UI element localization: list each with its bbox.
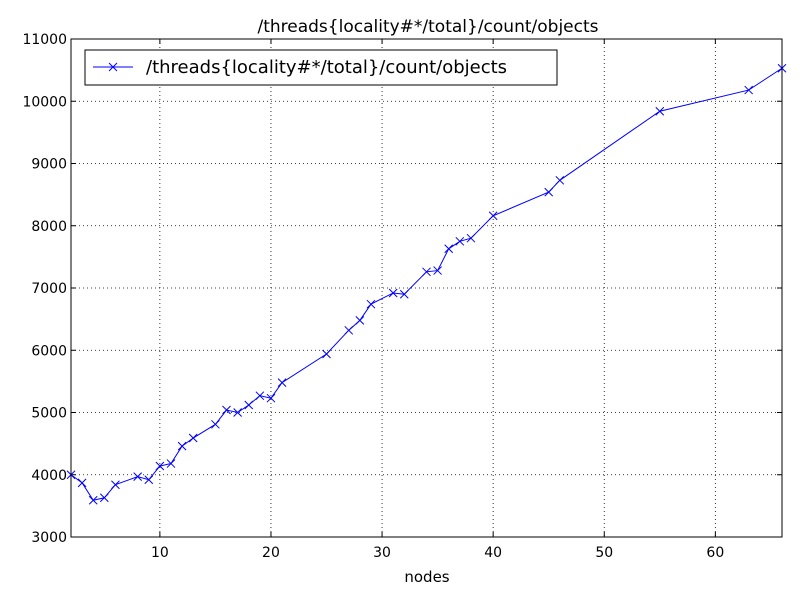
data-point-marker xyxy=(211,419,220,429)
data-point-marker xyxy=(355,316,365,325)
data-point-marker xyxy=(166,459,176,468)
grid-lines xyxy=(71,38,782,538)
y-tick-label: 8000 xyxy=(31,219,67,235)
x-tick-label: 20 xyxy=(262,545,280,561)
data-point-marker xyxy=(244,400,254,410)
data-point-marker xyxy=(422,267,431,277)
plot-series xyxy=(66,63,787,505)
data-point-marker xyxy=(233,408,242,417)
legend: /threads{locality#*/total}/count/objects xyxy=(84,49,558,86)
data-point-marker xyxy=(488,211,498,221)
chart-title: /threads{locality#*/total}/count/objects xyxy=(257,17,598,37)
axis-ticks: 10 20 30 40 50 60 3000 4000 5000 6000 7000 8000 9000… xyxy=(22,32,782,561)
data-point-marker xyxy=(466,233,476,243)
y-tick-label: 7000 xyxy=(31,281,67,297)
y-tick-label: 10000 xyxy=(22,94,67,110)
data-point-marker xyxy=(88,495,98,505)
data-point-marker xyxy=(344,325,354,335)
data-point-marker xyxy=(77,478,87,488)
data-point-marker xyxy=(455,236,465,246)
data-point-marker xyxy=(255,391,265,401)
data-point-marker xyxy=(144,475,154,485)
plot-frame xyxy=(70,38,783,538)
data-point-marker xyxy=(555,175,565,185)
x-axis-label: nodes xyxy=(404,568,449,586)
data-point-marker xyxy=(444,244,454,254)
data-point-marker xyxy=(222,405,231,415)
data-point-marker xyxy=(188,433,198,443)
legend-box xyxy=(84,49,558,86)
y-tick-label: 5000 xyxy=(31,406,67,422)
data-point-marker xyxy=(399,289,409,299)
data-point-marker xyxy=(277,378,287,387)
data-point-marker xyxy=(155,461,165,471)
y-tick-label: 6000 xyxy=(31,343,67,359)
y-tick-label: 4000 xyxy=(31,468,67,484)
data-point-marker xyxy=(133,472,143,481)
x-tick-label: 40 xyxy=(484,545,502,561)
x-tick-label: 30 xyxy=(373,545,391,561)
x-tick-label: 60 xyxy=(706,545,724,561)
data-point-marker xyxy=(266,393,276,403)
data-point-marker xyxy=(177,441,187,451)
x-tick-label: 50 xyxy=(595,545,613,561)
data-point-marker xyxy=(744,85,754,95)
y-tick-label: 3000 xyxy=(31,530,67,546)
y-tick-label: 11000 xyxy=(22,32,67,48)
data-point-marker xyxy=(111,480,120,490)
data-point-marker xyxy=(544,187,554,197)
data-point-marker xyxy=(322,349,331,359)
x-tick-label: 10 xyxy=(151,545,169,561)
data-point-marker xyxy=(655,106,665,116)
data-point-marker xyxy=(388,288,398,298)
legend-marker-x xyxy=(108,62,118,72)
data-point-marker xyxy=(433,266,442,275)
y-tick-label: 9000 xyxy=(31,157,67,173)
data-point-marker xyxy=(99,493,109,503)
legend-label: /threads{locality#*/total}/count/objects xyxy=(146,57,507,78)
data-point-marker xyxy=(366,299,376,309)
series-line xyxy=(70,67,783,501)
